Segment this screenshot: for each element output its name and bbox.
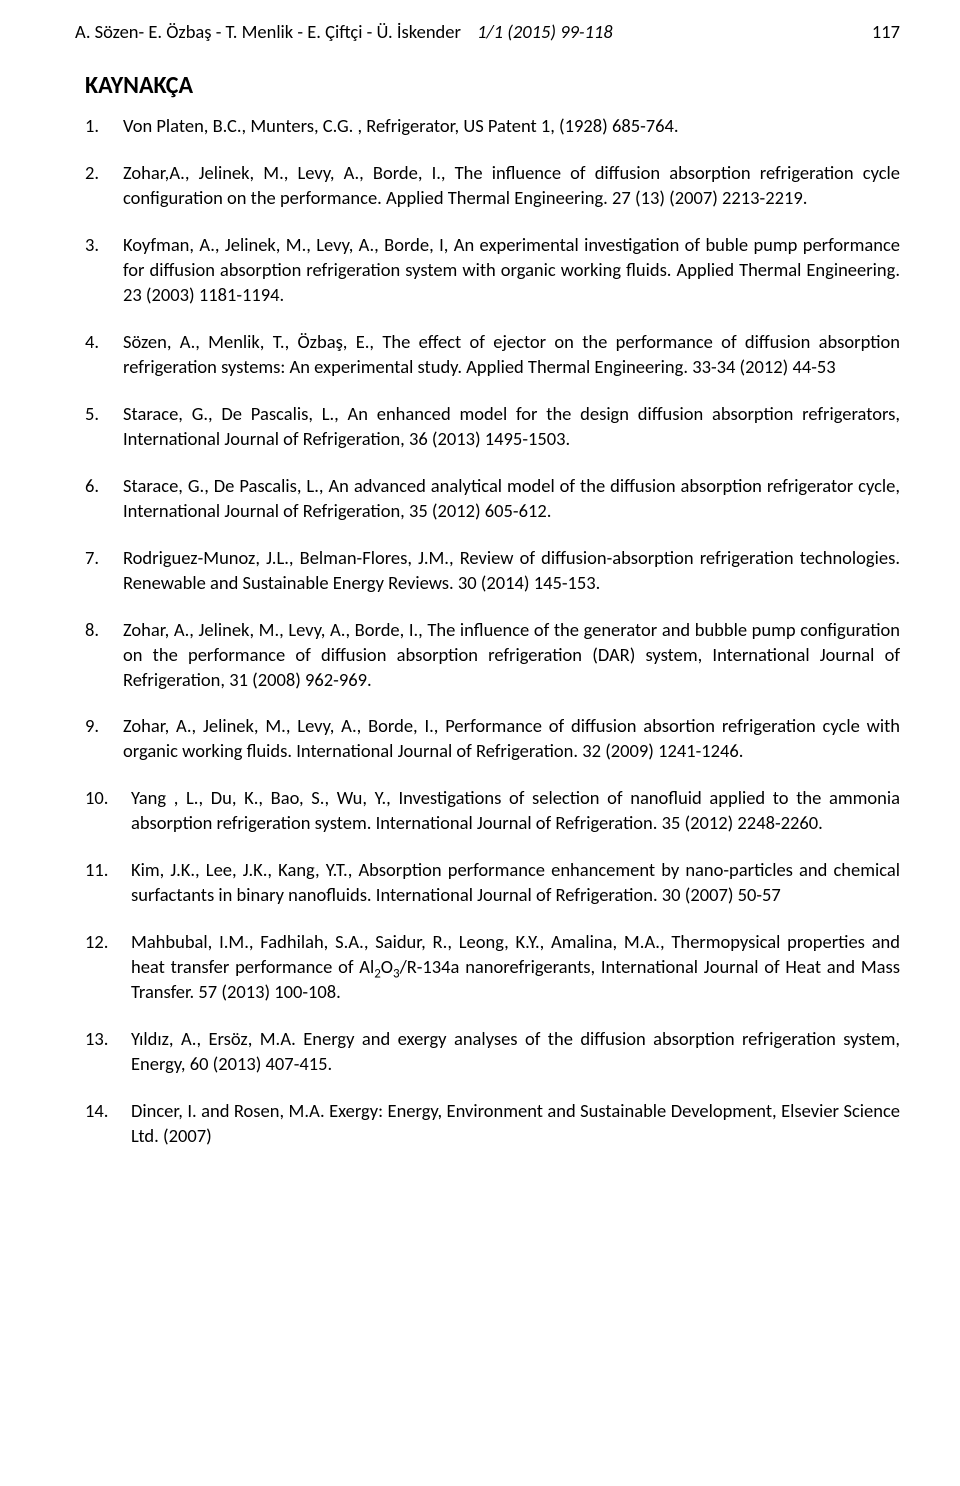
reference-text: Sözen, A., Menlik, T., Özbaş, E., The ef… <box>123 330 900 380</box>
reference-text: Starace, G., De Pascalis, L., An advance… <box>123 474 900 524</box>
reference-item: 2. Zohar,A., Jelinek, M., Levy, A., Bord… <box>85 161 900 211</box>
header-authors-text: A. Sözen- E. Özbaş - T. Menlik - E. Çift… <box>75 20 461 43</box>
reference-item: 11. Kim, J.K., Lee, J.K., Kang, Y.T., Ab… <box>85 858 900 908</box>
reference-number: 10. <box>85 786 131 836</box>
reference-number: 11. <box>85 858 131 908</box>
reference-item: 9. Zohar, A., Jelinek, M., Levy, A., Bor… <box>85 714 900 764</box>
section-title: KAYNAKÇA <box>85 71 900 100</box>
reference-item: 12. Mahbubal, I.M., Fadhilah, S.A., Said… <box>85 930 900 1005</box>
reference-item: 4. Sözen, A., Menlik, T., Özbaş, E., The… <box>85 330 900 380</box>
reference-number: 13. <box>85 1027 131 1077</box>
reference-item: 13. Yıldız, A., Ersöz, M.A. Energy and e… <box>85 1027 900 1077</box>
reference-item: 3. Koyfman, A., Jelinek, M., Levy, A., B… <box>85 233 900 308</box>
reference-item: 10. Yang , L., Du, K., Bao, S., Wu, Y., … <box>85 786 900 836</box>
reference-number: 12. <box>85 930 131 1005</box>
page: A. Sözen- E. Özbaş - T. Menlik - E. Çift… <box>0 0 960 1211</box>
reference-item: 8. Zohar, A., Jelinek, M., Levy, A., Bor… <box>85 618 900 693</box>
reference-text: Zohar, A., Jelinek, M., Levy, A., Borde,… <box>123 714 900 764</box>
header-page-number: 117 <box>872 20 900 43</box>
reference-text: Dincer, I. and Rosen, M.A. Exergy: Energ… <box>131 1099 900 1149</box>
reference-number: 4. <box>85 330 123 380</box>
reference-item: 14. Dincer, I. and Rosen, M.A. Exergy: E… <box>85 1099 900 1149</box>
reference-item: 5. Starace, G., De Pascalis, L., An enha… <box>85 402 900 452</box>
header-issue: 1/1 (2015) 99-118 <box>477 20 613 43</box>
references-list: 1. Von Platen, B.C., Munters, C.G. , Ref… <box>75 114 900 1149</box>
reference-text: Kim, J.K., Lee, J.K., Kang, Y.T., Absorp… <box>131 858 900 908</box>
reference-text: Von Platen, B.C., Munters, C.G. , Refrig… <box>123 114 900 139</box>
reference-number: 9. <box>85 714 123 764</box>
reference-number: 1. <box>85 114 123 139</box>
reference-text: Yang , L., Du, K., Bao, S., Wu, Y., Inve… <box>131 786 900 836</box>
reference-text: Rodriguez-Munoz, J.L., Belman-Flores, J.… <box>123 546 900 596</box>
reference-text: Yıldız, A., Ersöz, M.A. Energy and exerg… <box>131 1027 900 1077</box>
running-head: A. Sözen- E. Özbaş - T. Menlik - E. Çift… <box>75 20 900 43</box>
reference-number: 14. <box>85 1099 131 1149</box>
reference-number: 2. <box>85 161 123 211</box>
reference-text: Starace, G., De Pascalis, L., An enhance… <box>123 402 900 452</box>
reference-text: Mahbubal, I.M., Fadhilah, S.A., Saidur, … <box>131 930 900 1005</box>
reference-number: 8. <box>85 618 123 693</box>
reference-text: Zohar, A., Jelinek, M., Levy, A., Borde,… <box>123 618 900 693</box>
reference-text: Zohar,A., Jelinek, M., Levy, A., Borde, … <box>123 161 900 211</box>
reference-number: 3. <box>85 233 123 308</box>
reference-item: 1. Von Platen, B.C., Munters, C.G. , Ref… <box>85 114 900 139</box>
reference-item: 6. Starace, G., De Pascalis, L., An adva… <box>85 474 900 524</box>
reference-number: 5. <box>85 402 123 452</box>
reference-number: 6. <box>85 474 123 524</box>
header-authors: A. Sözen- E. Özbaş - T. Menlik - E. Çift… <box>75 20 613 43</box>
reference-number: 7. <box>85 546 123 596</box>
reference-text: Koyfman, A., Jelinek, M., Levy, A., Bord… <box>123 233 900 308</box>
reference-item: 7. Rodriguez-Munoz, J.L., Belman-Flores,… <box>85 546 900 596</box>
